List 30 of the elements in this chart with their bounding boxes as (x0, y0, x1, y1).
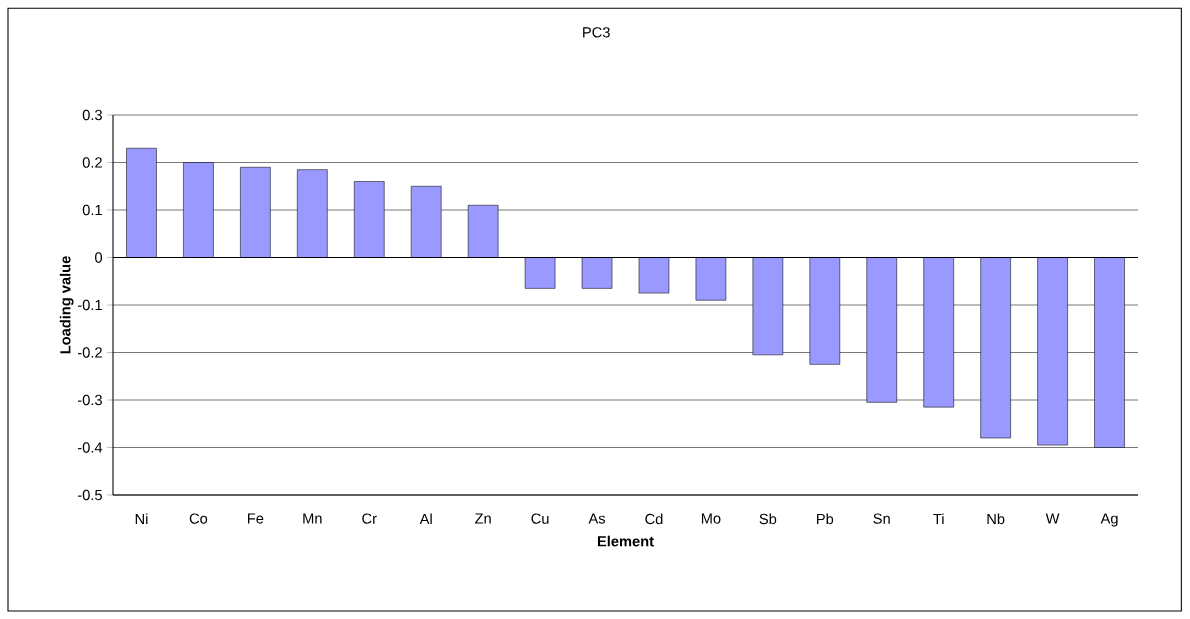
x-axis-title: Element (597, 535, 654, 547)
x-tick-label: As (588, 513, 606, 524)
x-tick-label: Pb (817, 513, 834, 525)
y-tick-label: 0 (95, 252, 103, 263)
x-tick-label: Mo (701, 513, 721, 524)
y-tick-label: -0.1 (77, 299, 102, 311)
y-tick-label: 0.2 (82, 157, 102, 168)
x-tick-label: Sb (759, 513, 777, 525)
y-tick-label: 0.1 (82, 204, 102, 216)
x-tick-label: Cu (531, 513, 549, 524)
y-tick-label: -0.3 (77, 394, 102, 406)
x-tick-label: Mn (303, 513, 322, 524)
x-tick-label: Co (189, 513, 208, 524)
chart-title: PC3 (583, 27, 610, 38)
x-tick-label: Fe (248, 513, 264, 524)
x-tick-label: Cd (645, 513, 663, 525)
y-tick-label: -0.4 (77, 442, 103, 453)
y-axis-title: Loading value (59, 256, 74, 354)
x-tick-label: Ti (933, 513, 944, 525)
x-tick-label: Ag (1100, 513, 1118, 527)
x-tick-label: Zn (475, 513, 491, 524)
x-tick-label: W (1045, 513, 1060, 524)
x-tick-label: Cr (362, 513, 377, 524)
y-tick-label: 0.3 (82, 109, 102, 121)
y-tick-label: -0.5 (77, 489, 102, 501)
x-tick-label: Sn (873, 513, 890, 524)
x-tick-label: Al (419, 513, 432, 525)
x-tick-label: Nb (987, 513, 1005, 525)
x-tick-label: Ni (135, 513, 148, 525)
y-tick-label: -0.2 (77, 347, 102, 358)
